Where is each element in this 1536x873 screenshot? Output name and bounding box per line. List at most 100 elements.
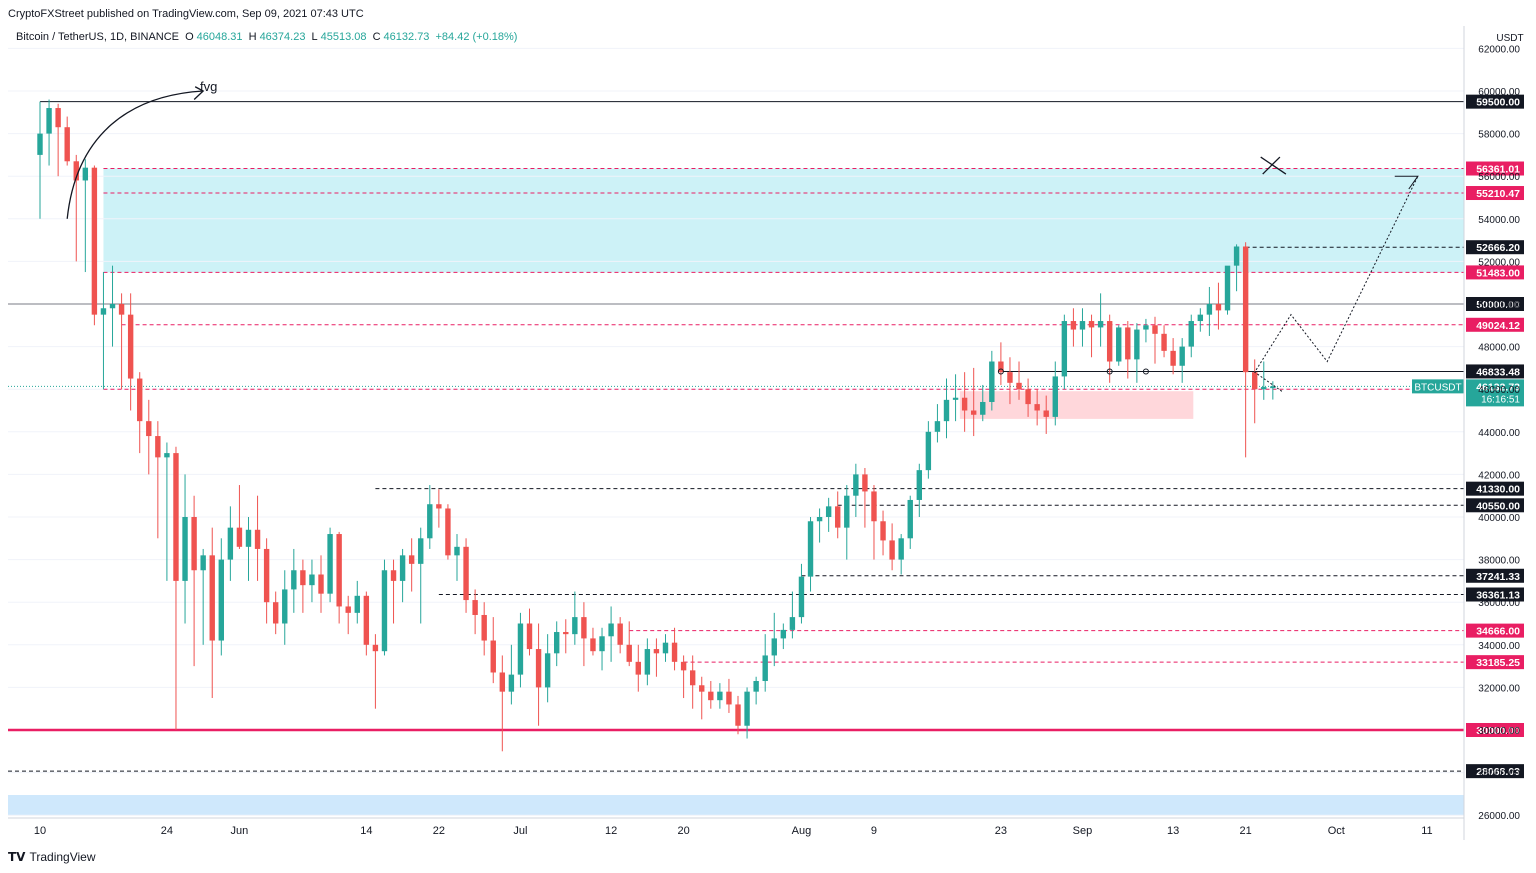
currency-label: USDT (1496, 33, 1523, 44)
candle-body-down (173, 453, 179, 581)
close-value: 46132.73 (383, 31, 430, 43)
symbol-title[interactable]: Bitcoin / TetherUS, 1D, BINANCE (16, 31, 180, 43)
candle-body-up (599, 636, 605, 652)
candle-body-up (762, 655, 768, 682)
level-price-tag-bg (1466, 240, 1524, 255)
candle-body-down (880, 521, 886, 541)
price-tick-label: 44000.00 (1478, 428, 1520, 439)
level-price-tag-bg (1466, 481, 1524, 496)
open-label: O (185, 31, 194, 43)
candle-body-down (653, 649, 660, 654)
candle-body-down (490, 640, 496, 673)
swing-marker (1106, 368, 1113, 375)
candle-body-up (934, 421, 941, 432)
candle-body-up (662, 642, 669, 654)
level-price-tag: 34666.00 (1476, 626, 1520, 638)
price-tick-label: 34000.00 (1478, 641, 1520, 652)
level-price-tag-bg (1466, 317, 1524, 332)
candle-body-down (1125, 327, 1131, 360)
candle-body-down (581, 617, 587, 639)
footer: 𝗧𝗩 TradingView (8, 850, 96, 864)
time-tick-label: 23 (995, 825, 1007, 837)
projection-arrow-head (1394, 175, 1419, 190)
fvg-arrow-head (193, 86, 205, 100)
candle-body-up (200, 555, 206, 571)
level-price-tag-bg (1466, 265, 1524, 280)
price-tick-label: 62000.00 (1478, 44, 1520, 55)
candle-body-down (272, 602, 279, 624)
candle-body-up (544, 653, 551, 688)
change-value: +84.42 (+0.18%) (435, 31, 518, 43)
current-price-tag: 46132.73 (1476, 381, 1520, 393)
candle-body-down (481, 614, 487, 641)
candle-body-up (427, 504, 433, 539)
candle-body-up (100, 308, 107, 315)
candle-body-down (535, 649, 542, 688)
level-price-tag-bg (1466, 764, 1524, 779)
high-label: H (248, 31, 257, 43)
projection-path (1254, 175, 1419, 392)
candle-body-down (1088, 321, 1095, 328)
price-tick-label: 32000.00 (1478, 683, 1520, 694)
time-tick-label: 21 (1240, 825, 1252, 837)
level-price-tag: 52666.20 (1476, 242, 1520, 254)
candle-body-down (617, 623, 623, 645)
candle-body-up (227, 527, 234, 560)
candle-body-down (73, 161, 79, 181)
candle-body-up (853, 474, 859, 496)
candle-body-up (291, 570, 297, 590)
candle-body-down (889, 540, 895, 560)
time-tick-label: 12 (605, 825, 617, 837)
time-tick-label: 9 (871, 825, 877, 837)
candle-body-up (1233, 246, 1240, 266)
level-price-tag-bg (1466, 186, 1524, 201)
candle-body-up (109, 304, 116, 309)
candle-body-down (1242, 246, 1249, 373)
price-tick-label: 28000.00 (1478, 769, 1520, 780)
level-price-tag: 28068.03 (1476, 766, 1520, 778)
candle-body-up (717, 691, 723, 701)
time-axis[interactable]: 10 24 Jun 14 22 Jul 12 20 Aug 9 23 Sep 13 21 Oct 11 (8, 817, 1464, 837)
level-price-tag: 40550.00 (1476, 500, 1520, 512)
price-tick-label: 58000.00 (1478, 130, 1520, 141)
candle-body-up (825, 506, 832, 517)
level-price-tag-bg (1466, 94, 1524, 109)
candle-body-down (1034, 404, 1040, 411)
candle-body-down (209, 555, 215, 641)
candle-body-up (1270, 386, 1276, 389)
level-price-tag: 33185.25 (1476, 657, 1520, 669)
candle-body-down (1007, 372, 1013, 383)
candle-body-up (1206, 304, 1213, 315)
candle-body-down (336, 534, 342, 607)
time-tick-label: Jun (231, 825, 249, 837)
supply-zone-blue (103, 168, 1465, 273)
time-tick-label: Aug (792, 825, 812, 837)
price-tick-label: 38000.00 (1478, 556, 1520, 567)
level-price-tag: 36361.13 (1476, 590, 1520, 602)
candle-body-down (699, 685, 705, 692)
candle-body-up (925, 431, 932, 471)
levels-layer: 59500.00 56361.01 55210.47 52666.20 51483.00… (8, 94, 1524, 779)
candle-body-up (245, 529, 252, 547)
price-tick-label: 42000.00 (1478, 470, 1520, 481)
candle-body-down (626, 644, 632, 662)
candle-body-down (708, 691, 714, 701)
candle-body-up (354, 595, 360, 613)
level-price-tag-bg (1466, 498, 1524, 513)
price-tick-label: 54000.00 (1478, 215, 1520, 226)
candle-body-down (735, 704, 741, 726)
candle-body-down (970, 410, 977, 415)
level-price-tag-bg (1466, 587, 1524, 602)
swing-marker (1142, 368, 1149, 375)
low-label: L (311, 31, 318, 43)
demand-zone-red (959, 391, 1194, 419)
chart-header: CryptoFXStreet published on TradingView.… (0, 0, 1536, 26)
level-price-tag-bg (1466, 655, 1524, 670)
candle-body-down (372, 644, 379, 652)
price-axis[interactable]: 26000.00 28000.00 30000.00 32000.00 34000.00… (1463, 26, 1520, 840)
candle-body-up (1197, 314, 1204, 322)
candle-body-up (46, 108, 52, 134)
candle-body-up (218, 559, 224, 641)
candle-body-up (517, 623, 524, 675)
